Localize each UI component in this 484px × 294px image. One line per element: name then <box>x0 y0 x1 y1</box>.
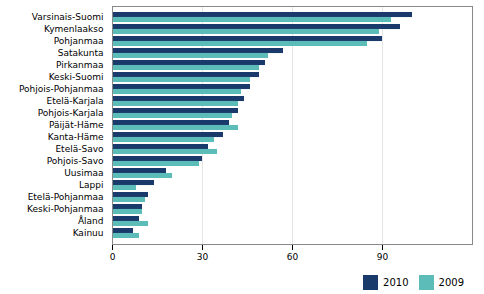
svg-text:Kainuu: Kainuu <box>73 228 104 238</box>
svg-text:Varsinais-Suomi: Varsinais-Suomi <box>32 12 104 22</box>
svg-text:Päijät-Häme: Päijät-Häme <box>49 120 104 130</box>
svg-text:Pirkanmaa: Pirkanmaa <box>56 60 104 70</box>
svg-text:Etelä-Savo: Etelä-Savo <box>55 144 104 154</box>
svg-text:Lappi: Lappi <box>79 180 103 190</box>
svg-text:Etelä-Pohjanmaa: Etelä-Pohjanmaa <box>28 192 104 202</box>
svg-text:Satakunta: Satakunta <box>58 48 104 58</box>
svg-text:90: 90 <box>377 252 389 262</box>
html-text:2010: 2010 <box>383 277 409 288</box>
svg-text:30: 30 <box>197 252 209 262</box>
svg-text:Pohjois-Savo: Pohjois-Savo <box>47 156 104 166</box>
svg-text:Pohjanmaa: Pohjanmaa <box>54 36 104 46</box>
svg-text:Keski-Suomi: Keski-Suomi <box>49 72 104 82</box>
svg-text:Uusimaa: Uusimaa <box>64 168 103 178</box>
svg-text:Pohjois-Karjala: Pohjois-Karjala <box>38 108 104 118</box>
svg-text:Kanta-Häme: Kanta-Häme <box>48 132 104 142</box>
svg-text:Etelä-Karjala: Etelä-Karjala <box>46 96 103 106</box>
svg-text:Pohjois-Pohjanmaa: Pohjois-Pohjanmaa <box>19 84 104 94</box>
svg-text:Kymenlaakso: Kymenlaakso <box>44 24 104 34</box>
svg-text:Åland: Åland <box>78 215 104 226</box>
svg-text:0: 0 <box>110 252 116 262</box>
svg-text:60: 60 <box>287 252 299 262</box>
html-text:2009: 2009 <box>438 277 464 288</box>
svg-text:Keski-Pohjanmaa: Keski-Pohjanmaa <box>27 204 103 214</box>
